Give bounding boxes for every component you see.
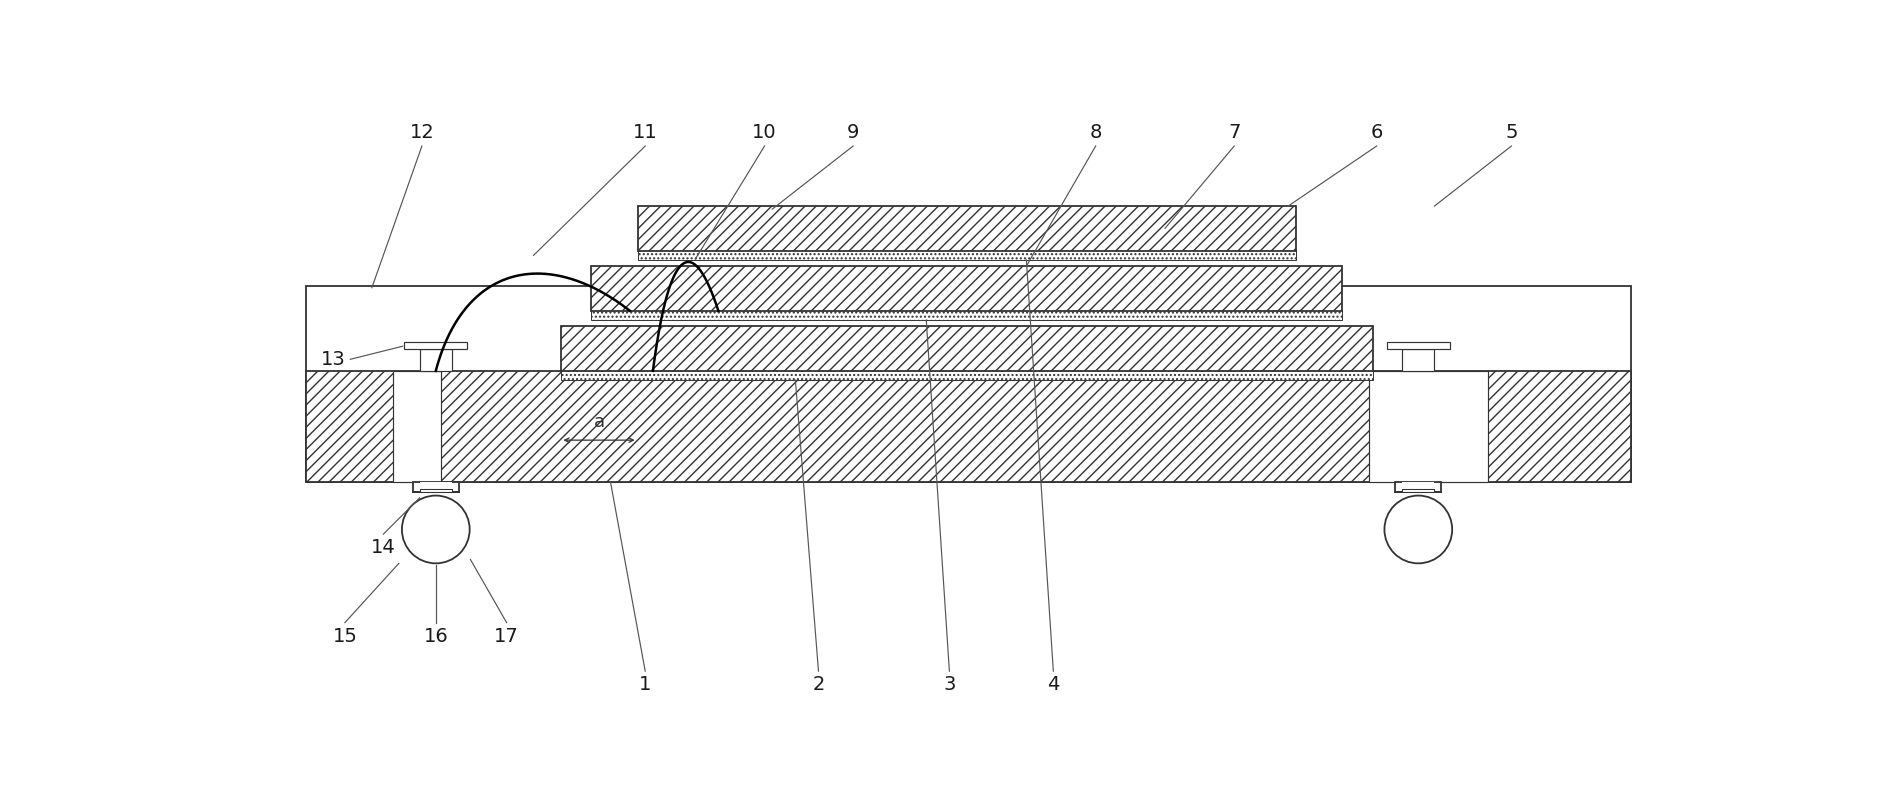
Bar xyxy=(1368,371,1487,483)
Circle shape xyxy=(402,496,468,563)
Text: 6: 6 xyxy=(1370,123,1383,142)
Bar xyxy=(1402,349,1434,371)
Text: 3: 3 xyxy=(943,675,956,695)
Bar xyxy=(591,310,1341,320)
Bar xyxy=(404,342,467,349)
Bar xyxy=(1387,342,1449,349)
Text: 2: 2 xyxy=(812,675,824,695)
Text: 5: 5 xyxy=(1504,123,1517,142)
Bar xyxy=(1394,483,1441,492)
Bar xyxy=(306,371,1630,483)
Bar xyxy=(412,483,459,492)
Text: 13: 13 xyxy=(321,350,346,369)
Bar xyxy=(637,250,1296,260)
Bar xyxy=(419,483,451,489)
Text: 14: 14 xyxy=(370,538,395,558)
Text: a: a xyxy=(593,413,604,431)
Text: 11: 11 xyxy=(633,123,657,142)
Text: 8: 8 xyxy=(1088,123,1101,142)
Bar xyxy=(419,488,451,492)
Text: 4: 4 xyxy=(1047,675,1060,695)
Bar xyxy=(1402,488,1434,492)
Bar xyxy=(591,266,1341,311)
Text: 1: 1 xyxy=(638,675,652,695)
Bar xyxy=(561,326,1371,371)
Text: 12: 12 xyxy=(410,123,434,142)
Text: 15: 15 xyxy=(332,627,357,646)
Bar xyxy=(393,371,440,483)
Text: 7: 7 xyxy=(1228,123,1239,142)
Bar xyxy=(561,370,1371,380)
Bar xyxy=(1368,371,1487,483)
Text: 16: 16 xyxy=(423,627,448,646)
Text: 9: 9 xyxy=(846,123,859,142)
Bar xyxy=(306,286,1630,483)
Text: 10: 10 xyxy=(752,123,776,142)
Bar xyxy=(419,349,451,371)
Bar xyxy=(1402,483,1434,489)
Bar xyxy=(393,371,440,483)
Bar xyxy=(637,206,1296,251)
Circle shape xyxy=(1383,496,1451,563)
Text: 17: 17 xyxy=(495,627,519,646)
